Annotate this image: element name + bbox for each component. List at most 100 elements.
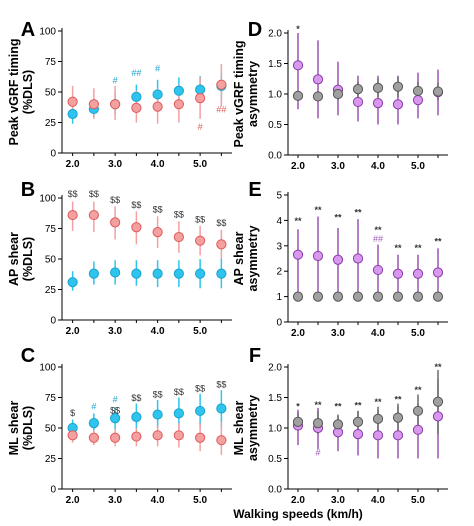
significance-marker: **	[374, 397, 382, 407]
y-tick-label: 75	[45, 393, 57, 404]
data-point-purple	[312, 250, 324, 262]
x-tick-label: 3.0	[108, 495, 122, 506]
data-point-purple	[332, 254, 344, 265]
significance-marker: $$	[131, 200, 141, 210]
x-tick-label: 5.0	[411, 161, 425, 172]
data-point-purple	[412, 95, 424, 106]
data-point-blue	[216, 403, 227, 414]
significance-marker: $$	[89, 189, 99, 199]
data-point-red	[88, 99, 99, 110]
data-point-red	[131, 222, 142, 233]
data-point-blue	[88, 418, 99, 429]
x-tick-label: 5.0	[193, 495, 207, 506]
significance-marker: $$	[174, 210, 184, 220]
y-tick-label: 3	[276, 241, 282, 252]
data-point-gray	[292, 90, 304, 101]
data-point-purple	[392, 430, 404, 441]
data-point-gray	[372, 413, 384, 424]
data-point-gray	[332, 88, 344, 100]
y-tick-label: 1.0	[268, 90, 282, 101]
data-point-gray	[312, 91, 324, 102]
data-point-red	[195, 235, 206, 246]
y-tick-label: 0	[50, 485, 56, 496]
data-point-blue	[131, 268, 142, 279]
data-point-purple	[432, 267, 444, 278]
x-tick-label: 3.0	[331, 328, 345, 339]
data-point-purple	[312, 74, 324, 85]
data-point-purple	[292, 249, 304, 260]
y-tick-label: 4	[276, 216, 282, 227]
y-tick-label: 100	[39, 194, 56, 205]
data-point-purple	[412, 424, 424, 435]
significance-marker: ##	[216, 105, 226, 115]
data-point-gray	[372, 291, 384, 302]
data-point-red	[195, 432, 206, 443]
significance-marker: $$	[131, 393, 141, 403]
y-axis-label: ML shearasymmetry	[232, 395, 260, 461]
panel-letter: B	[21, 179, 35, 201]
x-tick-label: 4.0	[151, 495, 165, 506]
x-tick-label: 5.0	[411, 328, 425, 339]
significance-marker: $$	[68, 189, 78, 199]
x-tick-label: 2.0	[66, 159, 80, 170]
significance-marker: *	[296, 402, 300, 412]
data-point-blue	[110, 267, 121, 278]
x-tick-label: 3.0	[108, 159, 122, 170]
data-point-blue	[195, 405, 206, 417]
y-axis-label: AP shearasymmetry	[232, 225, 260, 291]
y-tick-label: 1	[276, 292, 282, 303]
y-tick-label: 1.5	[268, 59, 282, 70]
panel-letter: F	[249, 345, 261, 367]
data-point-gray	[412, 291, 424, 302]
data-point-purple	[432, 411, 444, 422]
x-tick-label: 4.0	[371, 161, 385, 172]
y-tick-label: 1.5	[268, 393, 282, 404]
x-tick-label: 5.0	[411, 495, 425, 506]
data-point-gray	[432, 291, 444, 302]
x-tick-label: 3.0	[108, 326, 122, 337]
x-tick-label: 5.0	[193, 326, 207, 337]
x-tick-label: 2.0	[291, 328, 305, 339]
data-point-blue	[173, 85, 184, 96]
data-point-gray	[352, 291, 364, 302]
significance-marker: #	[315, 447, 320, 457]
y-tick-label: 0	[50, 149, 56, 160]
data-point-red	[173, 231, 184, 243]
y-tick-label: 2.0	[268, 363, 282, 374]
significance-marker: ##	[373, 234, 383, 244]
x-tick-label: 2.0	[291, 161, 305, 172]
data-point-red	[67, 96, 78, 107]
y-axis-label: ML shear(%DLS)	[7, 401, 35, 456]
significance-marker: **	[414, 243, 422, 253]
data-point-blue	[131, 91, 142, 102]
significance-marker: #	[155, 63, 160, 73]
y-tick-label: 75	[45, 57, 57, 68]
significance-marker: **	[354, 400, 362, 410]
significance-marker: $$	[110, 195, 120, 205]
significance-marker: **	[334, 402, 342, 412]
y-tick-label: 75	[45, 224, 57, 235]
data-point-red	[173, 430, 184, 441]
data-point-red	[88, 432, 99, 443]
data-point-red	[152, 101, 163, 112]
data-point-purple	[372, 98, 384, 109]
data-point-red	[67, 430, 78, 441]
significance-marker: $	[70, 408, 75, 418]
data-point-red	[88, 209, 99, 221]
x-tick-label: 2.0	[291, 495, 305, 506]
data-point-gray	[412, 85, 424, 97]
data-point-gray	[392, 412, 404, 423]
y-axis-label: Peak vGRF timing(%DLS)	[7, 39, 35, 146]
significance-marker: **	[374, 225, 382, 235]
data-point-blue	[67, 277, 78, 288]
y-tick-label: 50	[45, 88, 57, 99]
data-point-blue	[110, 413, 121, 424]
data-point-gray	[412, 405, 424, 417]
significance-marker: **	[434, 237, 442, 247]
data-point-blue	[152, 268, 163, 279]
data-point-gray	[352, 84, 364, 95]
data-point-red	[216, 239, 227, 250]
y-tick-label: 0	[50, 316, 56, 327]
y-tick-label: 2.0	[268, 29, 282, 40]
y-tick-label: 25	[45, 118, 57, 129]
